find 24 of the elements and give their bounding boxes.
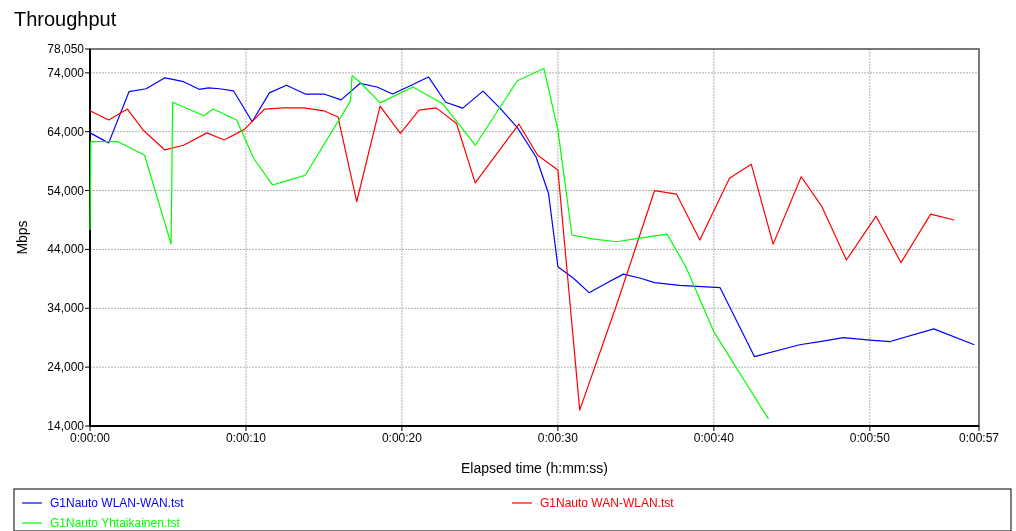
line-series — [89, 67, 770, 420]
x-tick-label: 0:00:10 — [225, 431, 267, 445]
chart-title: Throughput — [14, 8, 117, 30]
y-tick-label: 74,000 — [47, 65, 85, 80]
x-tick-label: 0:00:40 — [693, 431, 735, 445]
x-tick-label: 0:00:00 — [69, 431, 111, 445]
legend-label: G1Nauto WAN-WLAN.tst — [540, 496, 675, 510]
y-tick-label: 78,050 — [47, 42, 85, 56]
line-series — [89, 105, 955, 411]
legend-label: G1Nauto WLAN-WAN.tst — [50, 496, 185, 510]
y-tick-label: 24,000 — [47, 360, 85, 375]
y-axis-title: Mbps — [14, 220, 30, 255]
y-tick-label: 54,000 — [47, 183, 85, 198]
y-tick-label: 44,000 — [47, 242, 85, 257]
x-tick-label: 0:00:30 — [537, 431, 579, 445]
y-tick-label: 14,000 — [47, 419, 85, 433]
line-series — [89, 76, 975, 358]
x-axis-title: Elapsed time (h:mm:ss) — [460, 460, 609, 476]
y-tick-label: 64,000 — [47, 124, 85, 139]
x-tick-label: 0:00:20 — [381, 431, 423, 445]
legend-label: G1Nauto Yhtaikainen.tst — [50, 516, 181, 530]
y-tick-label: 34,000 — [47, 301, 85, 316]
x-tick-label: 0:00:50 — [849, 431, 891, 445]
x-tick-label: 0:00:57 — [958, 431, 1000, 445]
